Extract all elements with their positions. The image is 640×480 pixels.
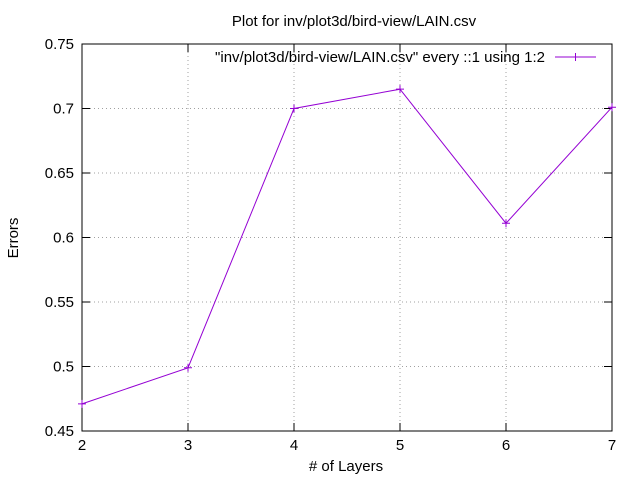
y-tick-label: 0.5 bbox=[53, 359, 74, 376]
data-point-marker bbox=[184, 363, 192, 372]
y-tick-label: 0.65 bbox=[45, 165, 74, 182]
legend: "inv/plot3d/bird-view/LAIN.csv" every ::… bbox=[215, 49, 596, 66]
y-tick-label: 0.7 bbox=[53, 101, 74, 118]
y-axis-label: Errors bbox=[5, 218, 22, 259]
legend-label: "inv/plot3d/bird-view/LAIN.csv" every ::… bbox=[215, 49, 545, 66]
x-tick-label: 5 bbox=[396, 437, 404, 454]
data-point-marker bbox=[290, 104, 298, 113]
grid-lines bbox=[82, 44, 612, 431]
x-tick-label: 7 bbox=[608, 437, 616, 454]
series-line bbox=[81, 88, 613, 405]
data-point-marker bbox=[78, 399, 86, 408]
y-tick-label: 0.6 bbox=[53, 230, 74, 247]
y-tick-label: 0.55 bbox=[45, 294, 74, 311]
y-tick-label: 0.75 bbox=[45, 36, 74, 53]
legend-marker-sample bbox=[571, 53, 580, 61]
x-tick-label: 3 bbox=[184, 437, 192, 454]
chart-title: Plot for inv/plot3d/bird-view/LAIN.csv bbox=[232, 13, 477, 30]
x-tick-label: 4 bbox=[290, 437, 298, 454]
data-point-marker bbox=[502, 219, 510, 228]
data-point-marker bbox=[396, 85, 404, 94]
axis-ticks: 0.45 0.5 0.55 0.6 0.65 0.7 0.75 2 3 4 5 6 7 bbox=[45, 36, 616, 454]
y-tick-label: 0.45 bbox=[45, 423, 74, 440]
x-axis-label: # of Layers bbox=[309, 458, 383, 475]
x-tick-label: 2 bbox=[78, 437, 86, 454]
data-point-marker bbox=[608, 103, 616, 112]
series-group bbox=[78, 85, 616, 408]
x-tick-label: 6 bbox=[502, 437, 510, 454]
